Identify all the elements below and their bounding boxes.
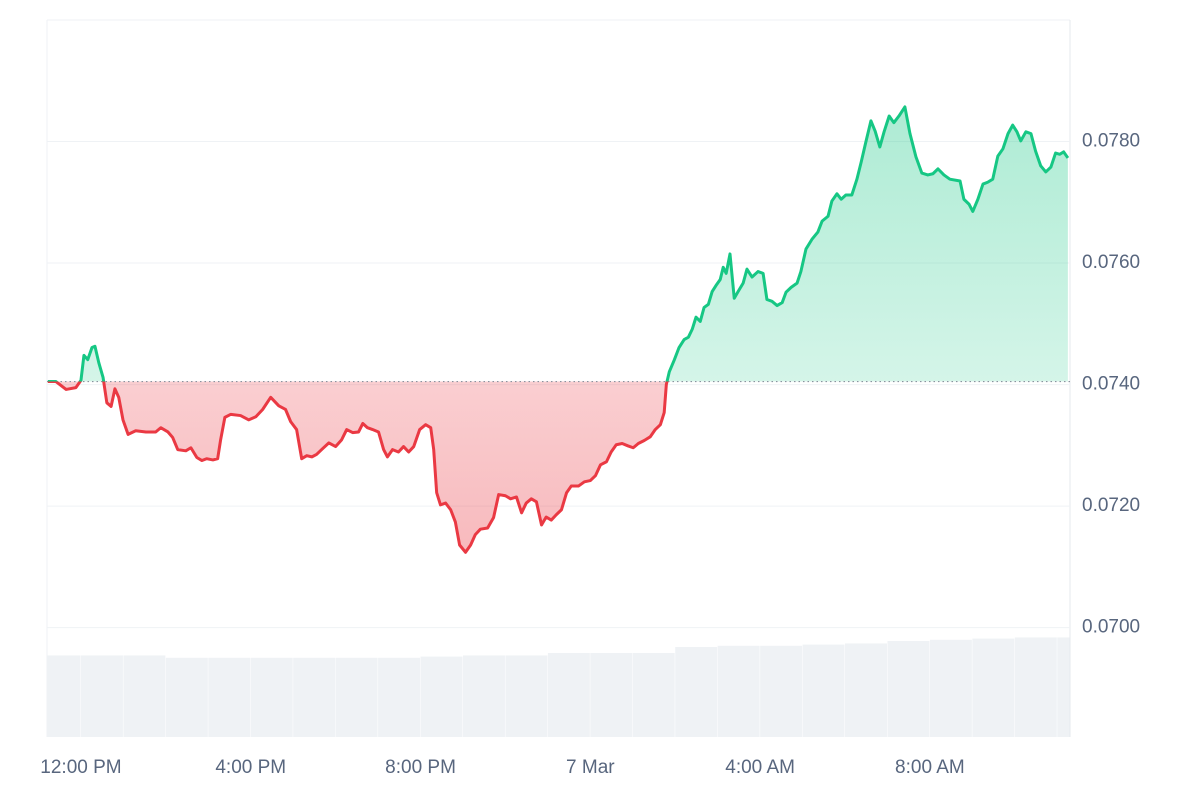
volume-bar	[760, 645, 803, 737]
volume-bar	[80, 655, 123, 737]
area-layer	[47, 106, 1068, 553]
volume-bar	[123, 655, 166, 737]
volume-bar	[590, 653, 633, 737]
volume-bar	[547, 653, 590, 737]
volume-bar	[887, 641, 930, 737]
label-layer: 0.0700 0.0720 0.0740 0.0760 0.0780 12:00 PM 4:…	[40, 131, 1140, 778]
volume-bar	[208, 657, 251, 737]
y-tick-label: 0.0720	[1082, 495, 1140, 516]
x-tick-label: 7 Mar	[566, 757, 615, 778]
volume-layer	[47, 637, 1070, 737]
volume-bar	[462, 655, 505, 737]
area-up	[47, 106, 1068, 382]
volume-bar	[802, 644, 845, 737]
x-tick-label: 8:00 AM	[895, 757, 965, 778]
y-tick-label: 0.0740	[1082, 374, 1140, 395]
x-tick-label: 4:00 AM	[725, 757, 795, 778]
volume-bar	[165, 657, 208, 737]
x-tick-label: 8:00 PM	[385, 757, 456, 778]
y-tick-label: 0.0700	[1082, 617, 1140, 638]
volume-bar	[47, 655, 81, 737]
volume-bar	[420, 656, 463, 737]
volume-bar	[378, 657, 421, 737]
volume-bar	[845, 643, 887, 737]
volume-bar	[1057, 637, 1070, 737]
volume-bar	[335, 657, 378, 737]
volume-bar	[717, 645, 760, 737]
volume-bar	[632, 653, 675, 737]
volume-bar	[505, 655, 548, 737]
price-line-down	[47, 381, 669, 554]
x-tick-label: 12:00 PM	[40, 757, 121, 778]
price-line-up	[47, 105, 1070, 382]
volume-bar	[929, 639, 972, 737]
y-tick-label: 0.0760	[1082, 252, 1140, 273]
volume-bar	[250, 657, 293, 737]
volume-bar	[972, 638, 1015, 737]
y-tick-label: 0.0780	[1082, 131, 1140, 152]
volume-bar	[675, 647, 718, 737]
area-down	[47, 381, 668, 553]
volume-bar	[1014, 637, 1057, 737]
volume-bar	[293, 657, 336, 737]
line-layer	[47, 105, 1070, 554]
x-tick-label: 4:00 PM	[215, 757, 286, 778]
